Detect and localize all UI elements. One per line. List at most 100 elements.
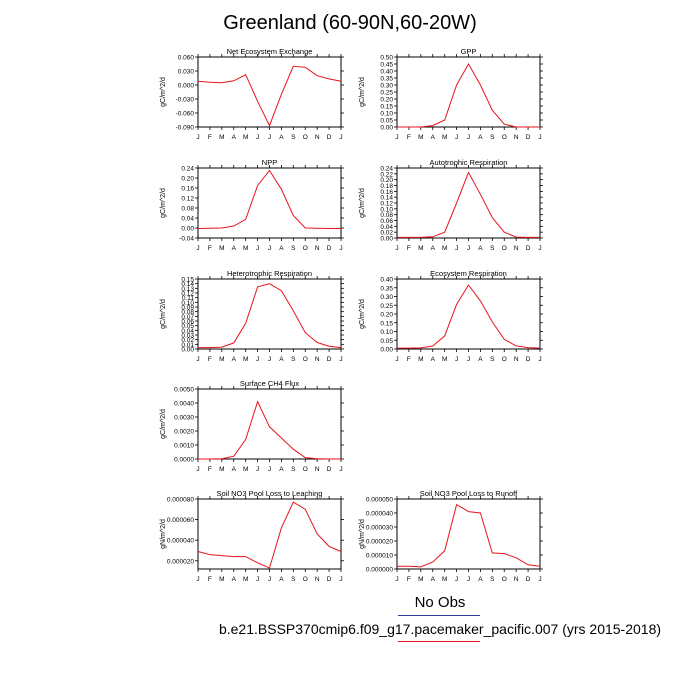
panel-title: Soil NO3 Pool Loss to Leaching	[217, 489, 323, 498]
x-tick-label: A	[232, 356, 237, 363]
x-tick-label: A	[478, 576, 483, 583]
x-tick-label: F	[407, 134, 411, 141]
y-tick-label: 0.0000	[174, 457, 194, 464]
x-tick-label: J	[268, 356, 271, 363]
x-tick-label: J	[268, 134, 271, 141]
panel-title: Autotrophic Respiration	[430, 158, 508, 167]
x-tick-label: J	[395, 134, 398, 141]
x-tick-label: N	[315, 466, 320, 473]
x-tick-label: J	[268, 245, 271, 252]
x-tick-label: J	[455, 245, 458, 252]
x-tick-label: N	[315, 134, 320, 141]
x-tick-label: D	[327, 466, 332, 473]
y-tick-label: 0.00	[380, 236, 393, 243]
plot-frame	[396, 56, 541, 128]
y-tick-label: 0.000050	[366, 497, 393, 504]
x-tick-label: O	[502, 245, 507, 252]
y-tick-label: 0.04	[181, 328, 194, 335]
y-tick-label: 0.10	[380, 206, 393, 213]
x-tick-label: J	[268, 576, 271, 583]
y-tick-label: 0.02	[380, 230, 393, 237]
x-tick-label: M	[418, 356, 423, 363]
x-tick-label: J	[467, 245, 470, 252]
x-tick-label: D	[526, 576, 531, 583]
y-axis-label: gC/m^2/d	[359, 299, 366, 329]
y-tick-label: 0.10	[380, 111, 393, 118]
x-tick-label: J	[196, 466, 199, 473]
y-tick-label: 0.000010	[366, 553, 393, 560]
x-tick-label: A	[279, 134, 284, 141]
x-tick-label: A	[431, 576, 436, 583]
y-tick-label: 0.060	[178, 55, 195, 62]
y-tick-label: 0.25	[380, 90, 393, 97]
x-tick-label: A	[431, 356, 436, 363]
x-tick-label: J	[395, 576, 398, 583]
plot-frame	[396, 167, 541, 239]
y-tick-label: 0.0050	[174, 387, 194, 394]
y-tick-label: 0.35	[380, 76, 393, 83]
y-tick-label: 0.02	[181, 337, 194, 344]
y-tick-label: 0.000	[178, 83, 195, 90]
series-line	[197, 169, 341, 229]
x-tick-label: A	[279, 576, 284, 583]
y-tick-label: 0.00	[181, 347, 194, 354]
x-tick-label: J	[455, 134, 458, 141]
y-tick-label: 0.04	[380, 224, 393, 231]
y-axis-label: gC/m^2/d	[160, 409, 167, 439]
x-tick-label: J	[196, 245, 199, 252]
x-tick-label: J	[196, 356, 199, 363]
y-tick-label: 0.11	[182, 295, 195, 302]
x-tick-label: N	[514, 576, 519, 583]
x-tick-label: S	[490, 245, 495, 252]
x-tick-label: A	[431, 134, 436, 141]
x-tick-label: D	[327, 576, 332, 583]
x-tick-label: N	[514, 134, 519, 141]
x-tick-label: A	[232, 134, 237, 141]
x-tick-label: M	[442, 245, 447, 252]
x-tick-label: S	[291, 134, 296, 141]
x-tick-label: J	[256, 466, 259, 473]
x-tick-label: J	[455, 576, 458, 583]
y-tick-label: 0.08	[380, 212, 393, 219]
x-tick-label: M	[418, 576, 423, 583]
x-tick-label: J	[467, 576, 470, 583]
x-tick-label: J	[538, 356, 541, 363]
y-axis-label: gN/m^2/d	[160, 519, 167, 549]
y-tick-label: 0.30	[380, 83, 393, 90]
x-tick-label: S	[490, 576, 495, 583]
y-axis-label: gC/m^2/d	[160, 299, 167, 329]
legend-case-line	[398, 641, 480, 642]
plot-frame	[396, 498, 541, 570]
x-tick-label: A	[232, 576, 237, 583]
x-tick-label: M	[442, 356, 447, 363]
y-tick-label: 0.05	[181, 323, 194, 330]
y-tick-label: 0.50	[380, 55, 393, 62]
series-line	[397, 62, 540, 128]
panel-title: GPP	[461, 47, 477, 56]
x-tick-label: A	[478, 356, 483, 363]
x-tick-label: J	[339, 245, 342, 252]
x-tick-label: M	[418, 134, 423, 141]
x-tick-label: J	[339, 466, 342, 473]
y-tick-label: 0.35	[380, 285, 393, 292]
y-tick-label: 0.45	[380, 62, 393, 69]
x-tick-label: D	[327, 356, 332, 363]
panel-title: Net Ecosystem Exchange	[227, 47, 313, 56]
y-tick-label: 0.0040	[174, 401, 194, 408]
figure-title: Greenland (60-90N,60-20W)	[223, 12, 477, 34]
y-tick-label: 0.30	[380, 294, 393, 301]
y-tick-label: 0.15	[380, 320, 393, 327]
x-tick-label: O	[303, 576, 308, 583]
y-tick-label: 0.20	[380, 97, 393, 104]
x-tick-label: M	[219, 576, 224, 583]
x-tick-label: A	[478, 245, 483, 252]
y-tick-label: 0.12	[380, 201, 393, 208]
y-tick-label: 0.00	[181, 226, 194, 233]
x-tick-label: S	[490, 134, 495, 141]
y-tick-label: 0.00	[380, 125, 393, 132]
x-tick-label: M	[219, 356, 224, 363]
x-tick-label: O	[502, 356, 507, 363]
y-tick-label: 0.16	[380, 189, 393, 196]
x-tick-label: S	[490, 356, 495, 363]
x-tick-label: J	[256, 134, 259, 141]
